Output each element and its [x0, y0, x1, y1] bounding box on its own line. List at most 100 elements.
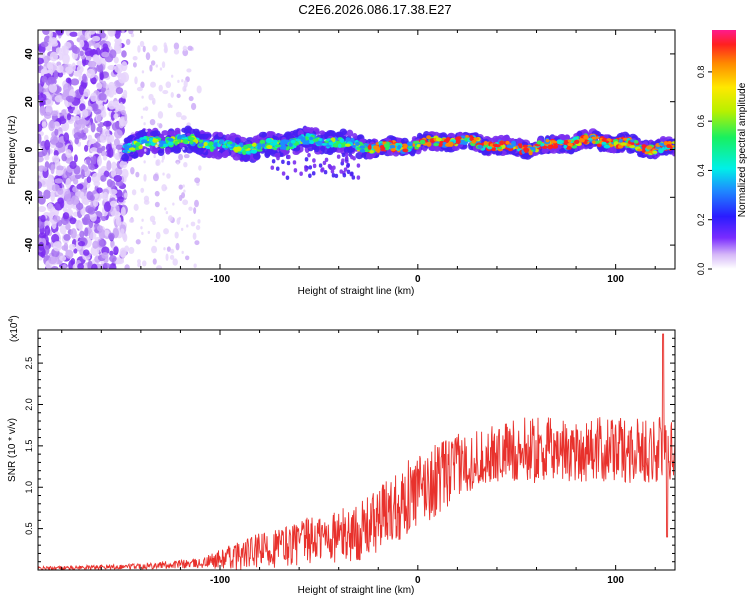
heatmap-cell	[334, 173, 339, 179]
heatmap-cell	[92, 54, 100, 62]
heatmap-cell	[327, 163, 332, 169]
heatmap-cell	[195, 225, 201, 231]
heatmap-cell	[218, 139, 224, 145]
heatmap-cell	[332, 165, 336, 170]
heatmap-cell	[156, 265, 163, 269]
heatmap-cell	[213, 142, 218, 148]
heatmap-cell	[345, 137, 351, 142]
colorbar-label: Normalized spectral amplitude	[737, 82, 748, 217]
heatmap-cell	[193, 207, 197, 215]
heatmap-cell	[110, 169, 117, 178]
heatmap-cell	[122, 89, 128, 97]
heatmap-cell	[38, 195, 46, 205]
heatmap-cell	[128, 147, 136, 151]
heatmap-cell	[167, 215, 173, 222]
heatmap-cell	[106, 179, 113, 188]
heatmap-cell	[183, 153, 190, 159]
heatmap-cell	[82, 249, 90, 256]
snr-xtick-label: -100	[210, 575, 230, 586]
heatmap-cell	[166, 246, 171, 252]
heatmap-cell	[163, 228, 169, 235]
heatmap-cell	[351, 175, 356, 180]
snr-ytick-label: 2.0	[24, 398, 34, 411]
heatmap-cell	[43, 111, 52, 120]
heatmap-cell	[123, 192, 128, 199]
heatmap-cell	[178, 184, 183, 190]
heatmap-cell	[174, 140, 178, 146]
heatmap-cell	[594, 140, 600, 144]
heatmap-cell	[641, 147, 646, 153]
heatmap-cell	[40, 214, 46, 223]
heatmap-cell	[129, 218, 135, 223]
heatmap-cell	[103, 201, 112, 213]
heatmap-cell	[140, 139, 148, 144]
heatmap-cell	[166, 173, 171, 179]
heatmap-cell	[77, 263, 84, 269]
heatmap-cell	[104, 89, 112, 97]
heatmap-cell	[181, 134, 186, 138]
heatmap-cell	[73, 132, 82, 140]
heatmap-cell	[339, 169, 344, 174]
heatmap-cell	[118, 122, 124, 129]
heatmap-cell	[101, 145, 106, 151]
heatmap-cell	[115, 258, 125, 265]
heatmap-cell	[87, 60, 97, 68]
colorbar-gradient	[712, 30, 736, 269]
heatmap-cell	[135, 142, 141, 147]
heatmap-cell	[620, 142, 627, 146]
heatmap-cell	[102, 80, 107, 89]
heatmap-cell	[90, 92, 98, 103]
heatmap-cell	[435, 137, 442, 142]
heatmap-cell	[137, 45, 141, 53]
heatmap-cell	[360, 148, 366, 153]
heatmap-cell	[192, 232, 197, 240]
figure-title: C2E6.2026.086.17.38.E27	[298, 2, 451, 17]
heatmap-cell	[48, 120, 55, 132]
heatmap-cell	[98, 92, 107, 101]
heatmap-cell	[102, 191, 109, 203]
heatmap-cell	[140, 115, 144, 119]
heatmap-cell	[196, 85, 202, 94]
heatmap-cell	[63, 234, 71, 241]
heatmap-cell	[78, 84, 85, 96]
heatmap-cell	[121, 168, 129, 179]
snr-ytick-label: 1.0	[24, 481, 34, 494]
heatmap-cell	[229, 132, 237, 139]
heatmap-cell	[556, 139, 563, 145]
heatmap-cell	[309, 140, 315, 145]
heatmap-cell	[72, 46, 81, 54]
heatmap-cell	[159, 140, 165, 145]
heatmap-cell	[165, 81, 172, 89]
heatmap-cell	[103, 262, 111, 269]
heatmap-cell	[122, 233, 128, 243]
heatmap-cell	[109, 188, 118, 195]
heatmap-cell	[190, 102, 197, 111]
spectrogram-heatmap	[38, 30, 675, 269]
heatmap-cell	[135, 132, 143, 137]
heatmap-cell	[241, 149, 247, 156]
heatmap-cell	[76, 60, 83, 66]
heatmap-cell	[152, 45, 158, 52]
spectrogram-panel: -100 0 100 -40 -20 0 20 40 Height of straight l…	[7, 29, 676, 297]
heatmap-cell	[522, 144, 528, 148]
heatmap-cell	[150, 81, 156, 88]
heatmap-cell	[38, 232, 46, 239]
heatmap-cell	[198, 165, 202, 171]
heatmap-cell	[182, 199, 189, 206]
heatmap-cell	[121, 109, 126, 116]
heatmap-cell	[109, 194, 117, 200]
heatmap-cell	[252, 142, 257, 147]
heatmap-cell	[38, 205, 47, 213]
heatmap-cell	[51, 183, 60, 192]
heatmap-cell	[140, 226, 143, 230]
heatmap-cell	[154, 190, 160, 197]
heatmap-cell	[47, 62, 54, 73]
heatmap-cell	[156, 122, 160, 126]
spectrogram-ytick-label: 40	[24, 48, 35, 60]
heatmap-cell	[178, 153, 183, 161]
heatmap-cell	[177, 135, 182, 141]
heatmap-cell	[120, 206, 126, 217]
heatmap-cell	[193, 263, 197, 268]
heatmap-cell	[183, 189, 186, 193]
heatmap-cell	[59, 199, 65, 209]
